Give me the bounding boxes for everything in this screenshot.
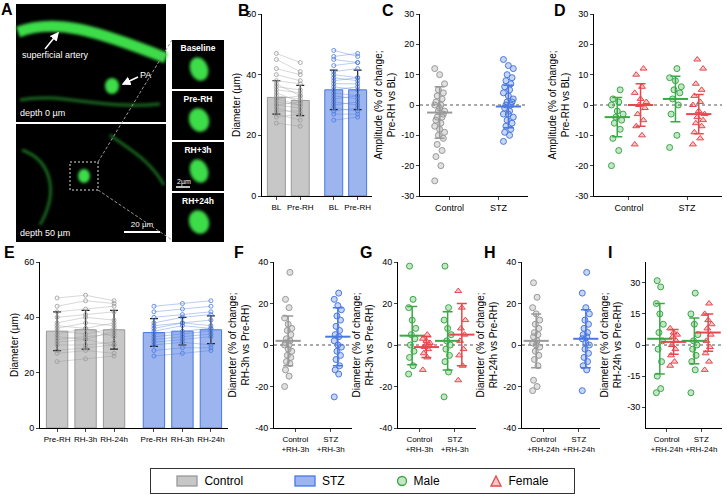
svg-text:RH-24h: RH-24h bbox=[100, 435, 128, 444]
svg-text:20: 20 bbox=[246, 130, 256, 140]
svg-text:H: H bbox=[484, 244, 496, 261]
svg-text:Baseline: Baseline bbox=[181, 43, 216, 53]
svg-text:0: 0 bbox=[409, 100, 414, 110]
svg-text:10: 10 bbox=[578, 70, 588, 80]
svg-text:STZ: STZ bbox=[679, 203, 697, 213]
svg-text:Pre-RH: Pre-RH bbox=[184, 94, 213, 104]
svg-text:RH+3h: RH+3h bbox=[184, 145, 211, 155]
svg-text:Pre-RH: Pre-RH bbox=[141, 435, 168, 444]
svg-text:BL: BL bbox=[271, 203, 281, 212]
svg-text:60: 60 bbox=[24, 257, 34, 267]
svg-text:STZ+RH-24h: STZ+RH-24h bbox=[685, 435, 717, 454]
svg-text:-40: -40 bbox=[379, 423, 392, 433]
svg-text:20: 20 bbox=[578, 39, 588, 49]
svg-text:20: 20 bbox=[382, 299, 392, 309]
svg-text:-20: -20 bbox=[575, 161, 588, 171]
svg-text:F: F bbox=[234, 244, 244, 261]
svg-text:I: I bbox=[608, 244, 612, 261]
svg-text:Control: Control bbox=[435, 203, 464, 213]
svg-text:-40: -40 bbox=[255, 423, 268, 433]
svg-text:30: 30 bbox=[578, 9, 588, 19]
svg-text:40: 40 bbox=[506, 257, 516, 267]
svg-text:Control+RH-24h: Control+RH-24h bbox=[651, 435, 683, 454]
svg-text:30: 30 bbox=[404, 9, 414, 19]
svg-text:Diameter (% of change;RH-3h vs: Diameter (% of change;RH-3h vs Pre-RH) bbox=[351, 292, 375, 397]
svg-text:RH-3h: RH-3h bbox=[171, 435, 194, 444]
svg-text:-30: -30 bbox=[575, 191, 588, 201]
svg-text:0: 0 bbox=[583, 100, 588, 110]
svg-text:B: B bbox=[238, 2, 250, 19]
svg-text:20 µm: 20 µm bbox=[131, 220, 154, 229]
svg-text:depth 0 µm: depth 0 µm bbox=[20, 108, 65, 118]
svg-text:RH+24h: RH+24h bbox=[182, 196, 214, 206]
svg-text:-10: -10 bbox=[401, 130, 414, 140]
svg-text:Diameter (% of change;RH-24h v: Diameter (% of change;RH-24h vs Pre-RH) bbox=[599, 292, 623, 397]
svg-text:0: 0 bbox=[263, 340, 268, 350]
svg-text:0: 0 bbox=[387, 340, 392, 350]
svg-text:RH-3h: RH-3h bbox=[74, 435, 97, 444]
svg-text:20: 20 bbox=[258, 299, 268, 309]
svg-text:RH-24h: RH-24h bbox=[197, 435, 225, 444]
svg-text:Pre-RH: Pre-RH bbox=[287, 203, 314, 212]
svg-text:Diameter (µm): Diameter (µm) bbox=[9, 313, 20, 377]
svg-text:60: 60 bbox=[246, 9, 256, 19]
svg-text:2µm: 2µm bbox=[177, 178, 191, 186]
svg-text:20: 20 bbox=[404, 39, 414, 49]
svg-text:Control+RH-24h: Control+RH-24h bbox=[527, 435, 559, 454]
svg-text:BL: BL bbox=[329, 203, 339, 212]
svg-text:G: G bbox=[360, 244, 372, 261]
svg-text:0: 0 bbox=[511, 340, 516, 350]
svg-text:-30: -30 bbox=[401, 191, 414, 201]
svg-text:-20: -20 bbox=[255, 382, 268, 392]
svg-text:superficial artery: superficial artery bbox=[22, 50, 89, 60]
svg-text:Amplitude (% of change;Pre-RH: Amplitude (% of change;Pre-RH vs BL) bbox=[373, 51, 397, 160]
svg-text:40: 40 bbox=[258, 257, 268, 267]
svg-text:40: 40 bbox=[24, 312, 34, 322]
svg-text:STZ+RH-24h: STZ+RH-24h bbox=[563, 435, 595, 454]
svg-text:-30: -30 bbox=[627, 402, 640, 412]
svg-text:A: A bbox=[1, 1, 13, 18]
svg-text:40: 40 bbox=[382, 257, 392, 267]
svg-text:Diameter (µm): Diameter (µm) bbox=[231, 73, 242, 137]
svg-text:Diameter (% of change;RH-24h v: Diameter (% of change;RH-24h vs Pre-RH) bbox=[475, 292, 499, 397]
svg-text:10: 10 bbox=[404, 70, 414, 80]
svg-text:Control+RH-3h: Control+RH-3h bbox=[405, 435, 433, 454]
svg-text:-15: -15 bbox=[627, 371, 640, 381]
svg-text:depth 50 µm: depth 50 µm bbox=[20, 228, 70, 238]
svg-text:Diameter (% of change;RH-3h vs: Diameter (% of change;RH-3h vs Pre-RH) bbox=[227, 292, 251, 397]
svg-text:STZ+RH-3h: STZ+RH-3h bbox=[317, 435, 345, 454]
html-text:Control: Control bbox=[204, 474, 244, 488]
svg-text:-20: -20 bbox=[379, 382, 392, 392]
svg-text:20: 20 bbox=[24, 368, 34, 378]
svg-text:0: 0 bbox=[251, 191, 256, 201]
svg-text:-10: -10 bbox=[575, 130, 588, 140]
html-text:Male: Male bbox=[413, 474, 440, 488]
svg-text:30: 30 bbox=[630, 278, 640, 288]
svg-text:0: 0 bbox=[635, 340, 640, 350]
svg-text:STZ: STZ bbox=[490, 203, 508, 213]
svg-text:Control: Control bbox=[614, 203, 643, 213]
html-text:Female: Female bbox=[508, 474, 549, 488]
svg-text:C: C bbox=[382, 2, 394, 19]
svg-text:-20: -20 bbox=[401, 161, 414, 171]
svg-text:0: 0 bbox=[29, 423, 34, 433]
svg-text:STZ+RH-3h: STZ+RH-3h bbox=[441, 435, 469, 454]
svg-text:Control+RH-3h: Control+RH-3h bbox=[281, 435, 309, 454]
svg-text:-40: -40 bbox=[503, 423, 516, 433]
svg-text:20: 20 bbox=[506, 299, 516, 309]
html-text:STZ: STZ bbox=[322, 474, 345, 488]
svg-text:Pre-RH: Pre-RH bbox=[344, 203, 371, 212]
svg-text:15: 15 bbox=[630, 309, 640, 319]
svg-text:40: 40 bbox=[246, 70, 256, 80]
svg-text:E: E bbox=[4, 244, 15, 261]
svg-text:Amplitude (% of change;Pre-RH: Amplitude (% of change;Pre-RH vs BL) bbox=[547, 51, 571, 160]
svg-text:D: D bbox=[554, 2, 566, 19]
svg-text:-20: -20 bbox=[503, 382, 516, 392]
svg-text:PA: PA bbox=[140, 70, 151, 80]
svg-text:Pre-RH: Pre-RH bbox=[44, 435, 71, 444]
